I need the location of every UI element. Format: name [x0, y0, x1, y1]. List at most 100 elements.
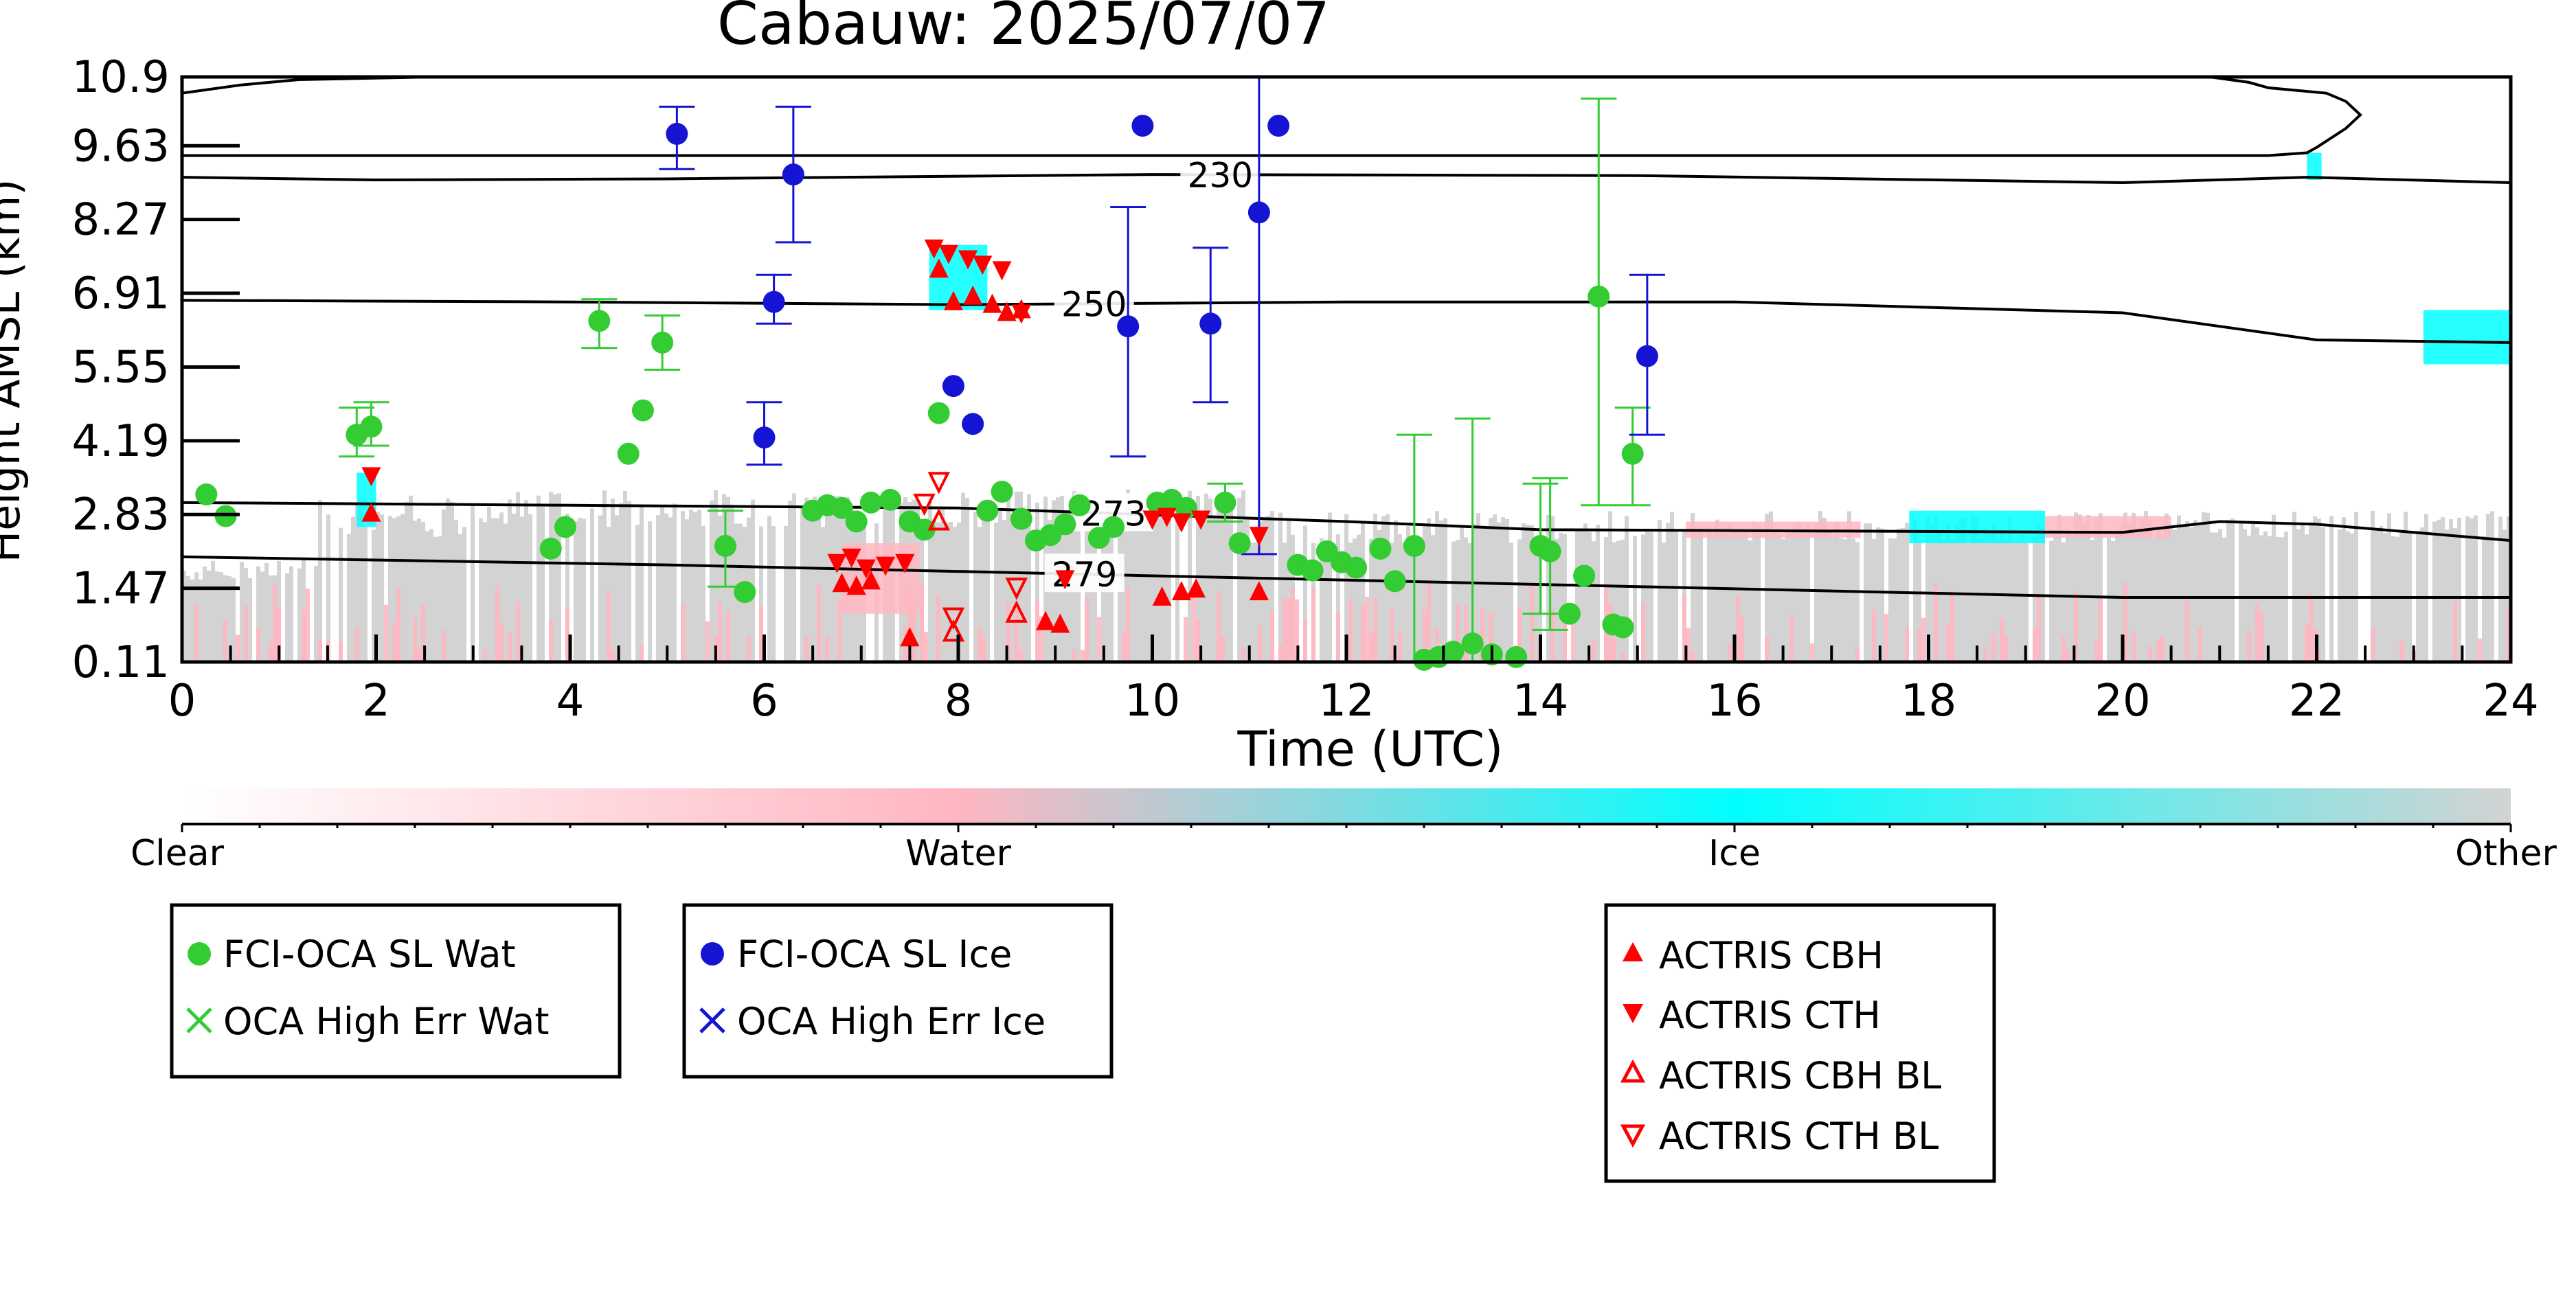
data-point — [588, 310, 611, 332]
cloud-column-other — [1200, 518, 1204, 662]
cloud-column-other — [2354, 512, 2358, 662]
cloud-column-other — [2173, 529, 2177, 662]
cloud-column-other — [240, 562, 244, 662]
cloud-column-water — [1691, 651, 1695, 662]
cloud-column-water — [1336, 612, 1340, 662]
cloud-column-water — [1810, 643, 1814, 662]
cloud-column-other — [1917, 541, 1921, 662]
cloud-column-water — [2255, 602, 2259, 662]
data-point — [942, 607, 965, 630]
cloud-column-other — [1324, 541, 1328, 662]
colorbar-label-water: Water — [905, 833, 1011, 874]
cloud-column-other — [1666, 523, 1670, 662]
cloud-column-water — [2000, 617, 2004, 662]
cloud-column-other — [2024, 540, 2029, 662]
cloud-column-other — [1802, 529, 1806, 662]
cloud-column-water — [1258, 626, 1262, 662]
cloud-column-other — [1563, 534, 1567, 662]
cloud-column-other — [1002, 520, 1006, 662]
cloud-column-other — [2037, 523, 2041, 662]
colorbar-label-other: Other — [2455, 833, 2557, 874]
cloud-column-other — [541, 507, 545, 662]
cloud-column-other — [1217, 496, 1221, 662]
data-point — [361, 502, 381, 522]
cloud-column-other — [1250, 542, 1254, 662]
cloud-column-other — [2490, 511, 2494, 662]
cloud-column-other — [598, 515, 602, 662]
x-axis: 0 2 4 6 8 10 12 14 16 18 20 22 24 — [168, 635, 2539, 727]
cloud-column-water — [804, 635, 809, 662]
cloud-column-other — [1785, 532, 1789, 662]
cloud-column-water — [1039, 616, 1043, 662]
cloud-column-other — [2049, 540, 2053, 662]
cloud-column-other — [425, 531, 429, 662]
cloud-patch — [1909, 510, 2045, 544]
cloud-column-other — [190, 579, 194, 662]
cloud-column-other — [998, 510, 1002, 662]
data-point — [1055, 570, 1075, 590]
cloud-column-other — [1769, 511, 1773, 662]
colorbar-label-ice: Ice — [1708, 833, 1761, 874]
cloud-column-other — [1579, 529, 1583, 662]
cloud-column-other — [483, 522, 487, 662]
cloud-column-other — [2012, 542, 2016, 662]
legend-box-ice: FCI-OCA SL Ice OCA High Err Ice — [682, 903, 1114, 1079]
cloud-column-other — [528, 514, 532, 662]
cloud-column-other — [355, 505, 359, 662]
cloud-column-water — [1006, 602, 1010, 662]
x-tick-label: 24 — [2483, 676, 2538, 727]
cloud-column-other — [627, 501, 631, 662]
cloud-column-other — [1818, 511, 1822, 662]
legend-label: FCI-OCA SL Ice — [737, 933, 1012, 976]
cloud-column-other — [1493, 514, 1497, 662]
cloud-column-water — [1682, 595, 1686, 662]
cloud-column-other — [648, 521, 652, 662]
cloud-column-other — [788, 501, 792, 662]
data-point — [782, 163, 804, 186]
cloud-column-other — [1353, 538, 1357, 662]
cloud-column-other — [2239, 521, 2243, 662]
cloud-column-other — [623, 490, 627, 662]
data-point — [982, 293, 1002, 313]
data-point — [1247, 201, 1270, 224]
legend-label: ACTRIS CTH — [1659, 994, 1881, 1037]
cloud-column-other — [1266, 516, 1270, 662]
cloud-column-other — [2177, 515, 2181, 662]
cloud-column-water — [413, 616, 417, 662]
data-point — [1068, 494, 1091, 516]
data-point — [973, 255, 993, 275]
cloud-column-other — [957, 522, 961, 662]
legend-label: ACTRIS CBH — [1659, 934, 1884, 977]
cloud-column-other — [953, 527, 957, 662]
y-tick-label: 4.19 — [72, 416, 170, 467]
cloud-column-other — [429, 529, 433, 662]
data-point — [1249, 527, 1269, 547]
cloud-column-other — [2272, 514, 2276, 662]
legend-marker-triangle-down-open-icon — [1620, 1124, 1646, 1148]
cloud-column-other — [1744, 530, 1748, 662]
cloud-column-other — [1134, 525, 1138, 662]
cloud-column-other — [714, 490, 718, 662]
cloud-column-other — [2033, 536, 2037, 662]
cloud-column-other — [1027, 494, 1031, 662]
cloud-column-water — [681, 602, 685, 662]
cloud-column-other — [1831, 536, 1835, 662]
cloud-column-water — [306, 588, 310, 662]
cloud-column-water — [1361, 605, 1365, 662]
cloud-column-water — [640, 645, 644, 662]
cloud-column-other — [2474, 515, 2478, 662]
cloud-patch — [2423, 310, 2511, 365]
cloud-column-other — [982, 512, 986, 662]
data-point — [1050, 613, 1070, 633]
cloud-column-other — [203, 567, 207, 662]
cloud-column-other — [1958, 518, 1963, 662]
x-tick-label: 14 — [1513, 676, 1568, 727]
cloud-column-water — [920, 582, 924, 662]
cloud-column-water — [2099, 597, 2103, 662]
cloud-column-other — [2404, 512, 2408, 662]
cloud-column-other — [792, 493, 796, 662]
data-point — [1301, 559, 1324, 582]
cloud-column-other — [1794, 524, 1798, 662]
cloud-column-other — [2371, 510, 2375, 662]
